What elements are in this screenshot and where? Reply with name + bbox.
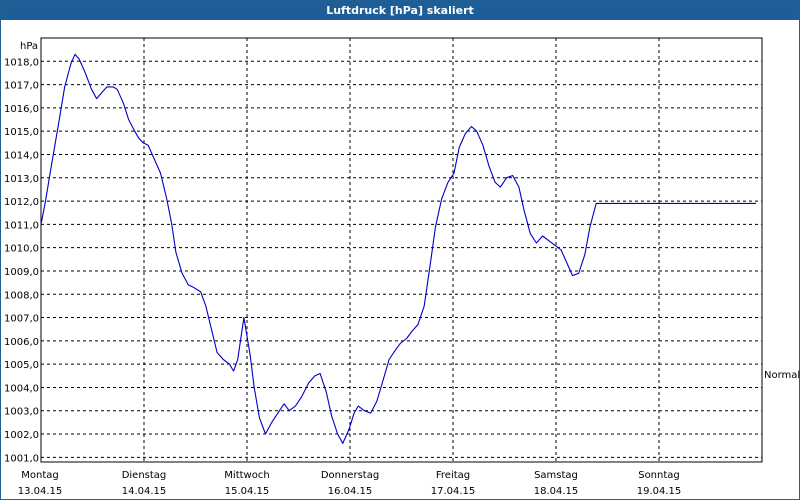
y-tick-label: 1013,0 xyxy=(4,174,39,185)
y-tick-label: 1001,0 xyxy=(4,453,39,464)
y-tick-label: 1016,0 xyxy=(4,104,39,115)
x-tick-date: 18.04.15 xyxy=(534,486,579,497)
y-axis-unit-label: hPa xyxy=(20,41,38,52)
x-tick-date: 13.04.15 xyxy=(18,486,63,497)
x-tick-day: Dienstag xyxy=(122,470,167,481)
y-tick-label: 1018,0 xyxy=(4,57,39,68)
y-tick-label: 1010,0 xyxy=(4,244,39,255)
series-layer xyxy=(40,53,756,444)
window-title: Luftdruck [hPa] skaliert xyxy=(1,1,799,20)
x-tick-day: Mittwoch xyxy=(224,470,269,481)
x-axis-ticks: Montag 13.04.15 Dienstag 14.04.15 Mittwoch 15… xyxy=(18,470,682,497)
y-tick-label: 1012,0 xyxy=(4,197,39,208)
x-tick-date: 17.04.15 xyxy=(431,486,476,497)
x-tick-day: Sonntag xyxy=(638,470,680,481)
x-tick-day: Freitag xyxy=(436,470,470,481)
x-tick-day: Samstag xyxy=(534,470,578,481)
plot-area xyxy=(40,37,763,463)
y-tick-label: 1017,0 xyxy=(4,81,39,92)
normal-reference-label: Normal xyxy=(764,370,800,381)
y-tick-label: 1014,0 xyxy=(4,150,39,161)
y-tick-label: 1002,0 xyxy=(4,430,39,441)
x-tick-day: Donnerstag xyxy=(321,470,379,481)
y-tick-label: 1005,0 xyxy=(4,360,39,371)
y-axis-ticks: 1001,0 1002,0 1003,0 1004,0 1005,0 1006,0 1007… xyxy=(4,57,39,464)
x-tick-date: 16.04.15 xyxy=(328,486,373,497)
y-tick-label: 1007,0 xyxy=(4,314,39,325)
y-tick-label: 1003,0 xyxy=(4,407,39,418)
gridlines xyxy=(41,38,762,462)
y-tick-label: 1004,0 xyxy=(4,383,39,394)
series-line xyxy=(40,53,756,444)
y-tick-label: 1008,0 xyxy=(4,290,39,301)
y-tick-label: 1015,0 xyxy=(4,127,39,138)
y-tick-label: 1011,0 xyxy=(4,220,39,231)
x-tick-date: 14.04.15 xyxy=(122,486,167,497)
x-tick-date: 19.04.15 xyxy=(637,486,682,497)
y-tick-label: 1009,0 xyxy=(4,267,39,278)
x-tick-date: 15.04.15 xyxy=(225,486,270,497)
x-tick-day: Montag xyxy=(21,470,58,481)
y-tick-label: 1006,0 xyxy=(4,337,39,348)
